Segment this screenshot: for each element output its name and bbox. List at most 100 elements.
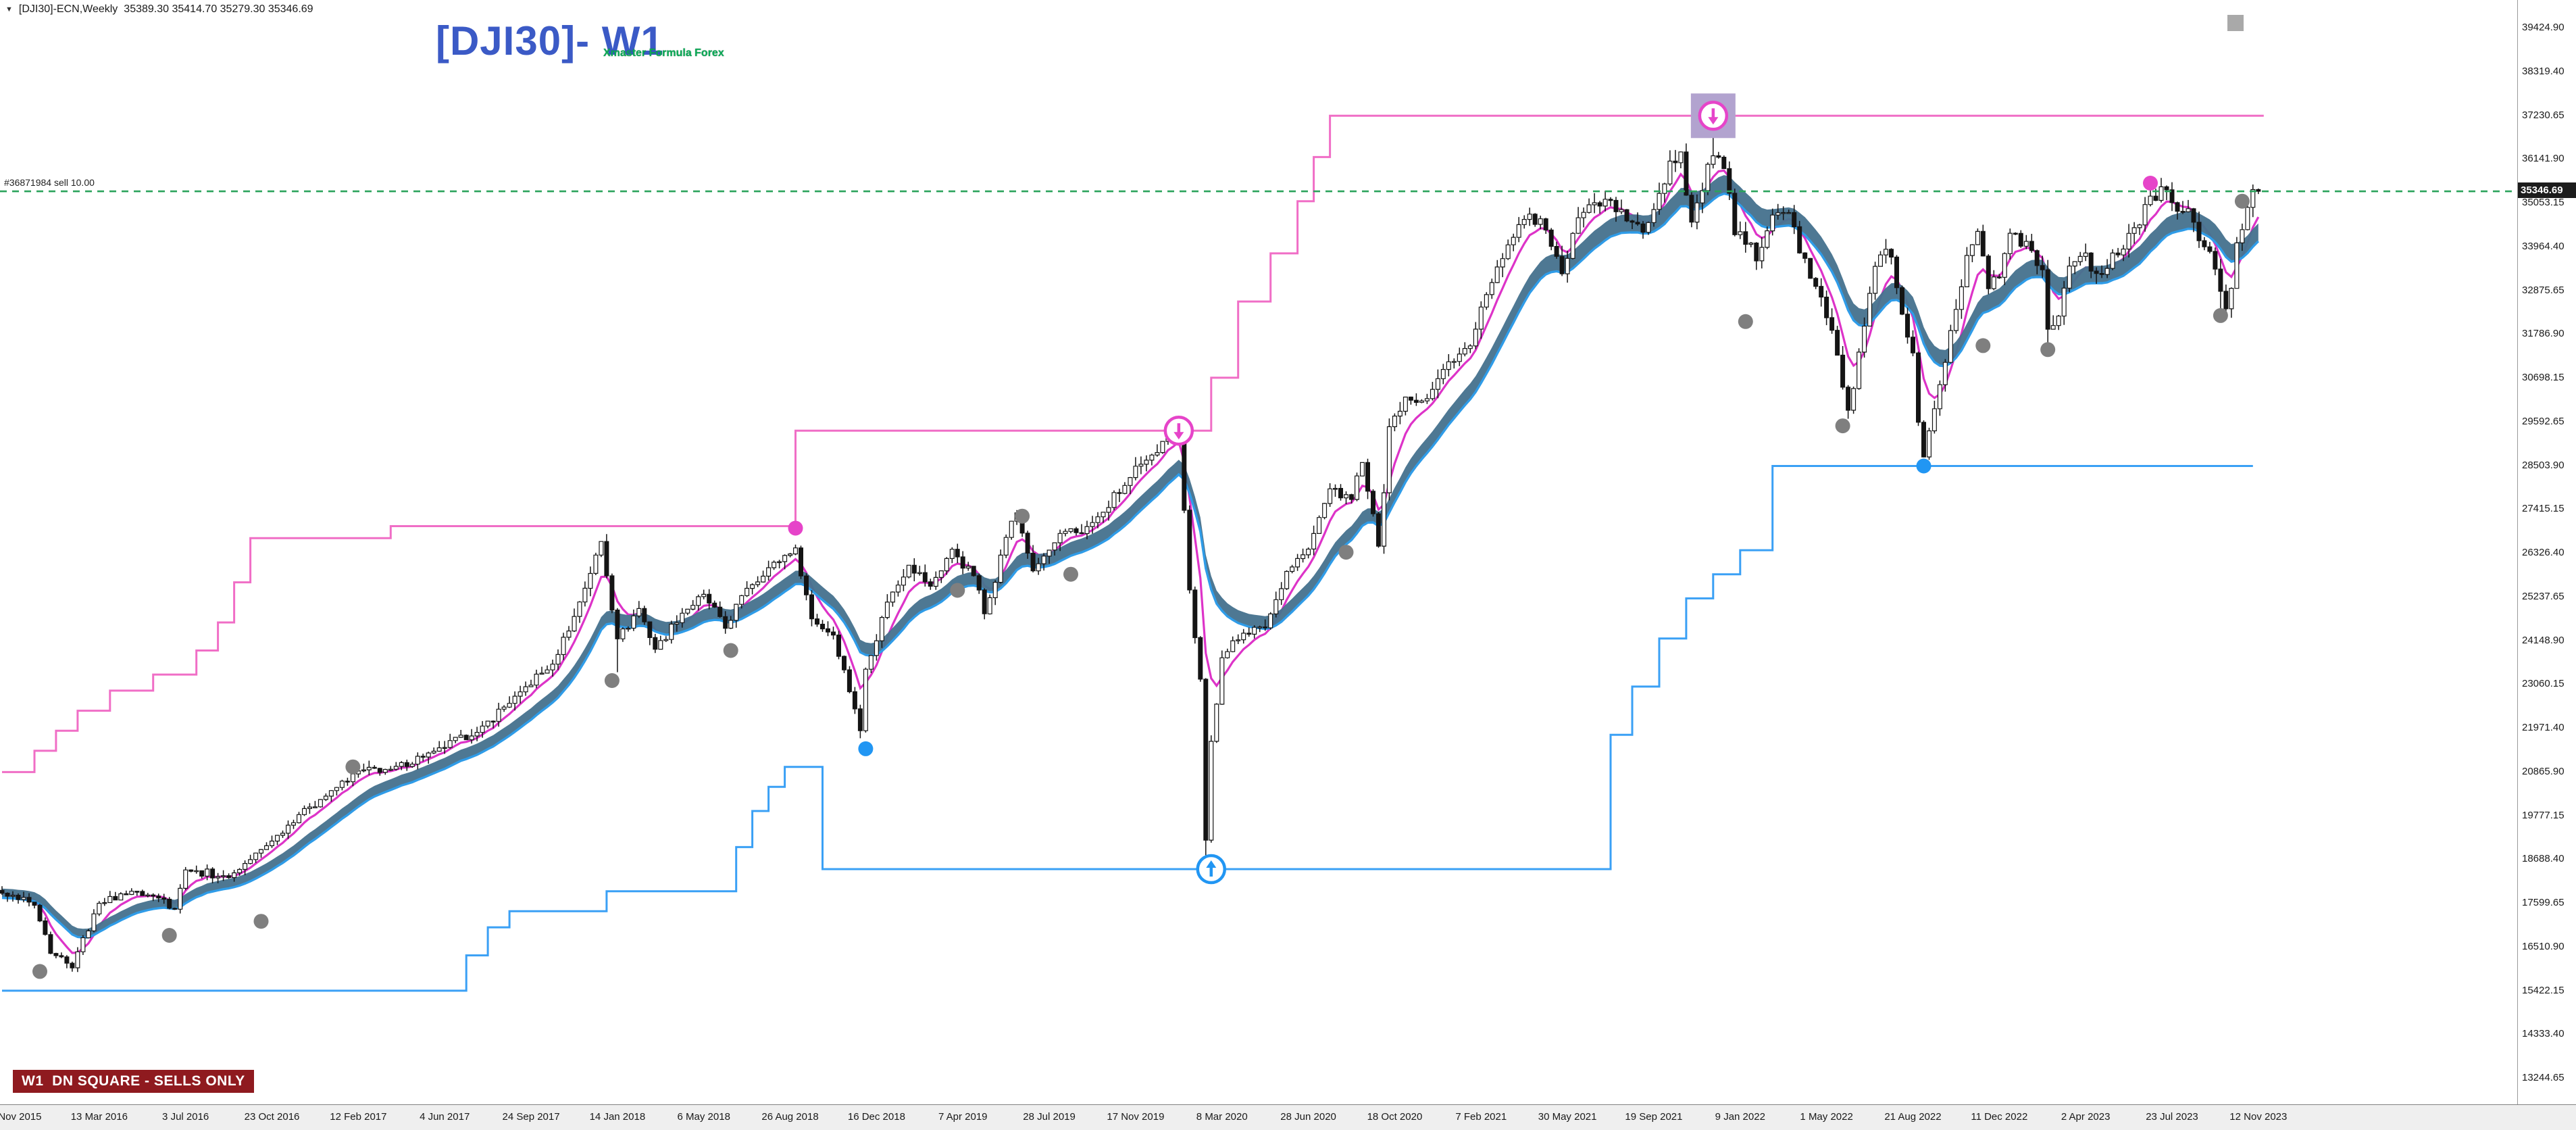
object-anchor-square[interactable]: [2227, 15, 2244, 31]
sell-signal-marker: [1690, 93, 1736, 139]
watermark-subtitle: Xmaster Formula Forex: [603, 47, 724, 59]
price-axis-label: 21971.40: [2522, 722, 2565, 733]
price-axis-label: 15422.15: [2522, 984, 2565, 996]
date-axis-label: 1 May 2022: [1800, 1111, 1853, 1123]
symbol-title: [DJI30]-ECN,Weekly: [18, 3, 118, 15]
signal-arrow-head: [1173, 432, 1184, 440]
swing-dot: [161, 928, 177, 943]
up-candle-bodies: [10, 151, 2256, 968]
candles-layer: [0, 126, 2261, 973]
buy-dot: [1916, 458, 1931, 474]
price-axis-label: 36141.90: [2522, 153, 2565, 165]
date-axis-label: 18 Oct 2020: [1367, 1111, 1423, 1123]
price-axis-label: 19777.15: [2522, 809, 2565, 821]
date-axis-label: 8 Mar 2020: [1196, 1111, 1248, 1123]
date-axis-label: 9 Jan 2022: [1715, 1111, 1765, 1123]
date-axis-label: 11 Dec 2022: [1971, 1111, 2028, 1123]
swing-dot: [1975, 338, 1991, 353]
date-axis-label: 12 Nov 2023: [2229, 1111, 2288, 1123]
fast-ma-layer: [1, 169, 2260, 954]
price-axis-label: 30698.15: [2522, 372, 2565, 383]
candle-wicks: [1, 126, 2259, 973]
price-axis-label: 35053.15: [2522, 197, 2565, 208]
swing-dot: [2040, 342, 2056, 358]
date-axis[interactable]: 22 Nov 2015 13 Mar 2016 3 Jul 2016 23 Oct 2…: [0, 1104, 2576, 1130]
price-axis-label: 16510.90: [2522, 940, 2565, 952]
strategy-badge: W1 DN SQUARE - SELLS ONLY: [13, 1070, 254, 1093]
channel-lines-layer: [2, 114, 2264, 992]
date-axis-label: 19 Sep 2021: [1625, 1111, 1683, 1123]
swing-dot: [2213, 308, 2228, 323]
date-axis-label: 23 Jul 2023: [2146, 1111, 2198, 1123]
signal-arrow-head: [1708, 117, 1719, 125]
price-axis-label: 39424.90: [2522, 22, 2565, 33]
swing-dot: [604, 673, 620, 688]
date-axis-label: 14 Jan 2018: [589, 1111, 646, 1123]
price-axis-label: 24148.90: [2522, 634, 2565, 646]
price-axis-label: 38319.40: [2522, 65, 2565, 77]
price-axis-label: 13244.65: [2522, 1072, 2565, 1083]
signal-arrow-head: [1206, 860, 1217, 868]
date-axis-label: 7 Feb 2021: [1455, 1111, 1507, 1123]
date-axis-label: 22 Nov 2015: [0, 1111, 42, 1123]
swing-dot: [950, 583, 965, 598]
upper-channel-line: [2, 114, 2264, 773]
swing-dot: [253, 914, 269, 929]
date-axis-label: 12 Feb 2017: [330, 1111, 387, 1123]
date-axis-label: 4 Jun 2017: [420, 1111, 470, 1123]
date-axis-label: 3 Jul 2016: [162, 1111, 209, 1123]
date-axis-label: 2 Apr 2023: [2061, 1111, 2111, 1123]
date-axis-label: 30 May 2021: [1538, 1111, 1597, 1123]
price-axis[interactable]: 35346.69 39424.90 38319.40 37230.65 36141.9…: [2517, 0, 2576, 1104]
down-candle-bodies: [0, 151, 2261, 968]
current-price-tag: 35346.69: [2518, 182, 2576, 199]
buy-dot: [858, 741, 874, 756]
price-axis-label: 29592.65: [2522, 415, 2565, 427]
date-axis-label: 26 Aug 2018: [761, 1111, 819, 1123]
swing-dot: [32, 964, 47, 979]
buy-signal-marker: [1196, 854, 1227, 885]
sell-dot: [788, 520, 803, 536]
price-axis-label: 18688.40: [2522, 853, 2565, 865]
band-lower-edge-line: [1, 192, 2260, 939]
swing-dot: [345, 759, 361, 775]
price-axis-label: 26326.40: [2522, 547, 2565, 558]
price-axis-label: 37230.65: [2522, 109, 2565, 121]
ohlc-readout: 35389.30 35414.70 35279.30 35346.69: [124, 3, 313, 15]
date-axis-label: 17 Nov 2019: [1107, 1111, 1165, 1123]
date-axis-label: 16 Dec 2018: [847, 1111, 905, 1123]
date-axis-label: 28 Jun 2020: [1280, 1111, 1336, 1123]
date-axis-label: 24 Sep 2017: [502, 1111, 560, 1123]
price-axis-label: 28503.90: [2522, 459, 2565, 471]
sell-signal-marker: [1163, 415, 1194, 446]
swing-dot: [1338, 545, 1354, 560]
swing-dot: [1835, 418, 1850, 434]
open-position-label: #36871984 sell 10.00: [4, 177, 95, 189]
swing-dot: [1738, 314, 1753, 329]
date-axis-label: 13 Mar 2016: [70, 1111, 128, 1123]
symbol-dropdown-icon[interactable]: ▼: [5, 5, 13, 14]
date-axis-label: 28 Jul 2019: [1023, 1111, 1076, 1123]
ma-band-layer: [1, 175, 2260, 939]
chart-header: ▼ [DJI30]-ECN,Weekly 35389.30 35414.70 3…: [5, 3, 313, 16]
date-axis-label: 7 Apr 2019: [938, 1111, 988, 1123]
price-axis-label: 31786.90: [2522, 328, 2565, 340]
markers-layer: [32, 93, 2250, 979]
price-axis-label: 25237.65: [2522, 590, 2565, 602]
price-axis-label: 20865.90: [2522, 765, 2565, 777]
fast-ma-line: [1, 169, 2260, 954]
swing-dot: [1063, 566, 1078, 582]
sell-dot: [2143, 176, 2158, 191]
price-axis-label: 17599.65: [2522, 897, 2565, 908]
price-axis-label: 27415.15: [2522, 503, 2565, 515]
price-axis-label: 23060.15: [2522, 678, 2565, 690]
date-axis-label: 6 May 2018: [677, 1111, 730, 1123]
swing-dot: [1015, 508, 1030, 524]
date-axis-label: 23 Oct 2016: [244, 1111, 300, 1123]
price-axis-label: 14333.40: [2522, 1028, 2565, 1040]
swing-dot: [723, 643, 738, 658]
ma-band-fill: [2, 175, 2258, 938]
watermark-title: [DJI30]- W1: [436, 18, 664, 64]
